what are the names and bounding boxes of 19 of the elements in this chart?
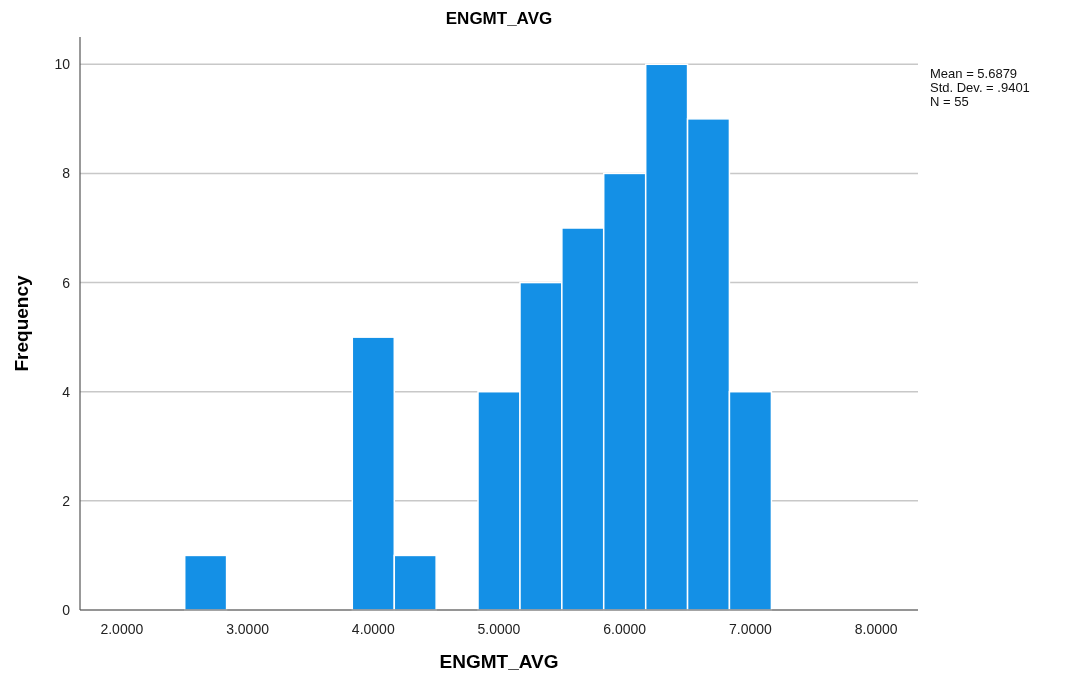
y-tick-label: 8 bbox=[62, 165, 71, 182]
text: N = 55 bbox=[930, 94, 969, 109]
y-tick-label: 4 bbox=[62, 383, 71, 400]
text: Std. Dev. = .9401 bbox=[930, 80, 1030, 95]
y-tick-label: 2 bbox=[62, 492, 71, 509]
x-tick-label: 2.0000 bbox=[100, 621, 144, 637]
x-tick-label: 3.0000 bbox=[226, 621, 270, 637]
chart-title: ENGMT_AVG bbox=[445, 9, 553, 28]
x-tick-label: 8.0000 bbox=[854, 621, 898, 637]
x-tick-label: 6.0000 bbox=[603, 621, 647, 637]
x-tick-label: 7.0000 bbox=[729, 621, 773, 637]
y-tick-label: 6 bbox=[62, 274, 71, 291]
y-axis-title: Frequency bbox=[11, 275, 32, 372]
text: Mean = 5.6879 bbox=[930, 66, 1018, 81]
x-tick-label: 5.0000 bbox=[477, 621, 521, 637]
y-tick-label: 0 bbox=[62, 602, 71, 618]
x-tick-label: 4.0000 bbox=[351, 621, 395, 637]
x-axis-title: ENGMT_AVG bbox=[439, 651, 559, 672]
y-tick-label: 10 bbox=[54, 56, 71, 73]
